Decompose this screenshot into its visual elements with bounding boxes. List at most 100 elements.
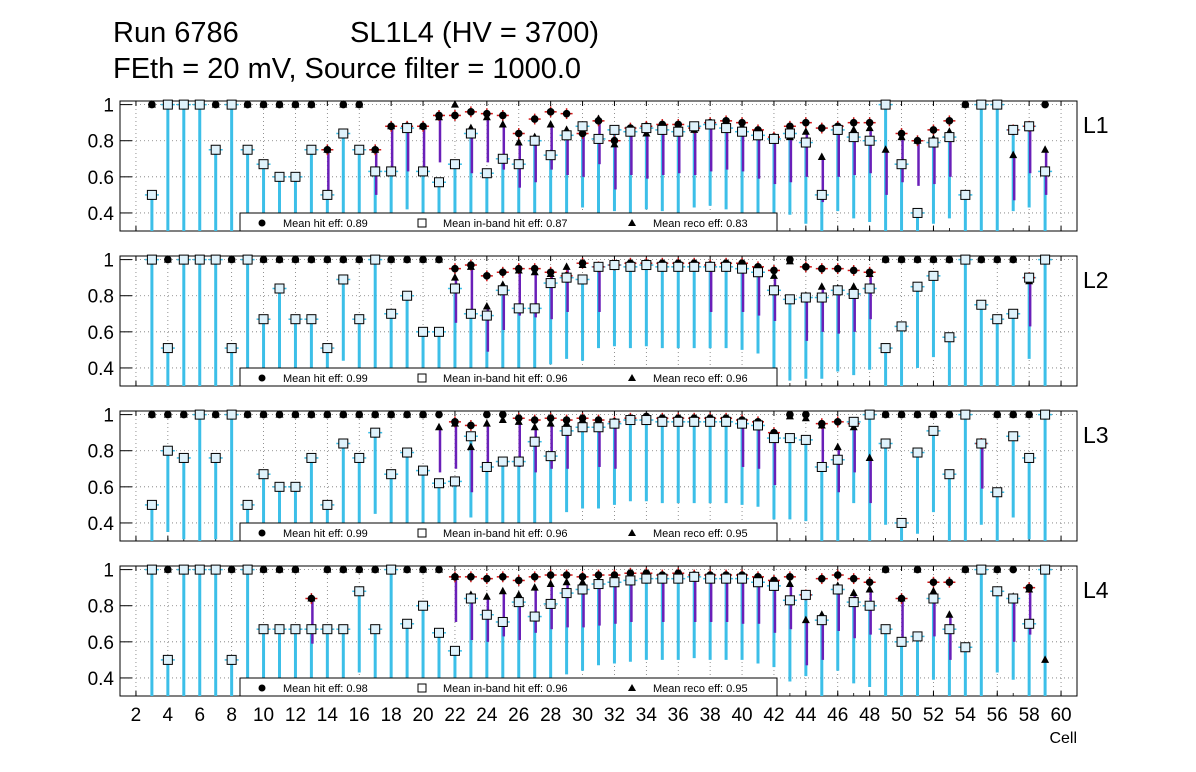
reco-marker [371,410,380,418]
inband-marker [880,343,891,354]
reco-marker [993,410,1002,418]
hit-marker [1041,100,1049,109]
inband-marker [338,128,349,139]
inband-marker [354,586,365,597]
inband-marker [673,126,684,137]
inband-marker [912,281,923,292]
inband-marker [146,499,157,510]
inband-marker [418,465,429,476]
inband-marker [497,153,508,164]
reco-marker [514,417,523,425]
y-tick-label: 0.8 [88,597,114,618]
reco-marker [769,271,778,279]
hit-marker [499,410,507,419]
inband-marker [609,577,620,588]
x-tick-label: 56 [987,705,1008,726]
inband-marker [481,461,492,472]
reco-marker [275,100,284,108]
hit-marker [849,118,858,127]
inband-marker [481,609,492,620]
layer-label: L1 [1083,112,1109,138]
inband-marker [194,409,205,420]
inband-marker [673,261,684,272]
inband-marker [434,478,444,489]
reco-marker [450,419,459,427]
hit-marker [530,573,539,581]
inband-marker [944,132,955,143]
hit-marker [546,414,555,423]
hit-marker [546,571,555,579]
inband-marker [386,308,397,319]
reco-marker [259,565,268,573]
hit-marker [546,108,555,116]
inband-marker [1040,254,1051,265]
inband-marker [609,124,620,135]
reco-marker [323,565,332,573]
reco-marker [482,112,491,121]
reco-marker [323,145,332,153]
inband-marker [402,123,413,134]
reco-marker [865,123,874,132]
inband-marker [880,99,891,110]
inband-marker [1008,308,1019,319]
reco-marker [307,255,316,263]
inband-marker [960,189,971,200]
inband-marker [960,642,971,653]
reco-marker [259,255,268,263]
legend-box [239,522,778,542]
inband-marker [864,135,875,146]
reco-marker [482,419,491,427]
inband-marker [928,270,939,281]
reco-marker [403,255,412,263]
x-tick-label: 44 [795,705,817,726]
inband-marker [625,415,636,426]
reco-marker [993,565,1002,573]
reco-marker [211,410,220,418]
reco-marker [387,121,396,130]
inband-marker [561,425,572,436]
inband-marker [418,600,429,611]
x-tick-label: 16 [349,705,370,726]
inband-marker [306,624,317,635]
hit-marker [849,266,858,275]
reco-marker [1041,145,1050,153]
inband-marker [146,254,157,265]
inband-marker [689,121,700,132]
inband-marker [912,631,923,642]
reco-marker [897,594,906,602]
inband-marker [896,159,907,170]
y-tick-label: 0.4 [88,514,115,535]
inband-marker [880,624,891,635]
inband-marker [338,438,349,449]
hit-marker [483,574,491,583]
inband-marker [194,99,205,110]
x-tick-label: 30 [572,705,593,726]
x-tick-label: 54 [955,705,977,726]
reco-marker [227,565,236,573]
x-tick-label: 60 [1050,705,1071,726]
reco-marker [450,273,459,281]
x-tick-label: 18 [381,705,402,726]
inband-marker [784,433,795,444]
reco-marker [610,139,619,148]
inband-marker [529,611,540,622]
inband-marker [529,303,540,314]
inband-marker [210,144,221,155]
reco-marker [323,255,332,263]
reco-marker [355,565,364,573]
inband-marker [418,166,429,177]
reco-marker [546,579,555,588]
reco-marker [913,565,922,573]
reco-marker [1025,410,1034,418]
hit-marker [818,264,826,273]
inband-marker [944,332,955,343]
legend-hit-label: Mean hit eff: 0.98 [283,683,368,695]
inband-marker [609,418,620,429]
x-tick-label: 24 [476,705,498,726]
hit-marker [849,574,858,583]
x-tick-label: 14 [317,705,339,726]
reco-marker [897,255,906,263]
x-tick-label: 4 [163,705,174,726]
reco-marker [578,415,587,424]
reco-marker [514,138,523,146]
